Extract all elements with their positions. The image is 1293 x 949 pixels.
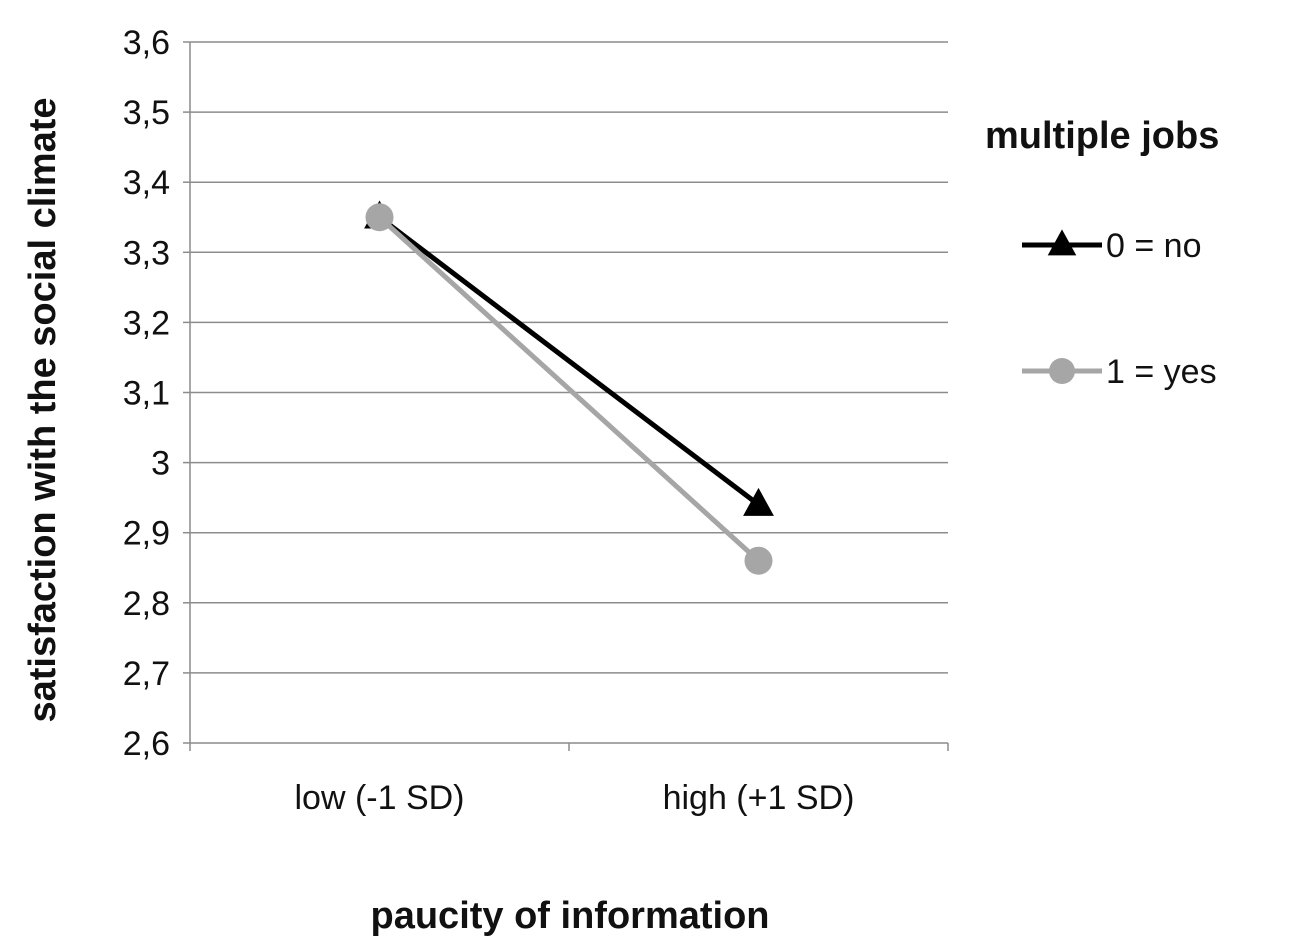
legend-title: multiple jobs — [985, 115, 1219, 157]
legend-marker — [1049, 358, 1075, 384]
series-1 — [364, 200, 774, 516]
data-point — [744, 546, 773, 575]
y-tick-label: 2,8 — [123, 585, 170, 623]
y-tick-label: 3,3 — [123, 234, 170, 272]
legend-label: 0 = no — [1106, 227, 1201, 265]
legend-marker — [1047, 229, 1077, 256]
y-axis-title: satisfaction with the social climate — [22, 97, 64, 722]
data-point — [365, 203, 394, 232]
series-line — [377, 215, 761, 563]
y-tick-labels: 3,6 3,5 3,4 3,3 3,2 3,1 3 2,9 2,8 2,7 2,6 — [123, 24, 170, 763]
y-tick-label: 3,4 — [123, 164, 170, 202]
y-tick-label: 3,1 — [123, 375, 170, 413]
legend-item: 0 = no — [1022, 227, 1201, 265]
x-tick-labels: low (-1 SD) high (+1 SD) — [294, 779, 854, 817]
series — [364, 200, 774, 575]
legend: multiple jobs 0 = no 1 = yes — [985, 115, 1219, 391]
y-tick-label: 2,7 — [123, 655, 170, 693]
legend-item: 1 = yes — [1022, 353, 1217, 391]
x-tick-label: low (-1 SD) — [294, 779, 464, 817]
y-tick-label: 3 — [151, 445, 170, 483]
y-tick-label: 3,5 — [123, 94, 170, 132]
series-line — [377, 215, 761, 507]
y-tick-label: 2,9 — [123, 515, 170, 553]
y-tick-label: 3,2 — [123, 304, 170, 342]
y-tick-label: 2,6 — [123, 725, 170, 763]
x-tick-label: high (+1 SD) — [663, 779, 855, 817]
axes — [189, 42, 948, 744]
x-axis-title: paucity of information — [371, 895, 770, 937]
series-2 — [365, 203, 773, 575]
legend-label: 1 = yes — [1106, 353, 1217, 391]
legend-items: 0 = no 1 = yes — [1022, 227, 1217, 391]
data-point — [743, 487, 774, 516]
y-tick-label: 3,6 — [123, 24, 170, 62]
gridlines — [183, 41, 949, 751]
